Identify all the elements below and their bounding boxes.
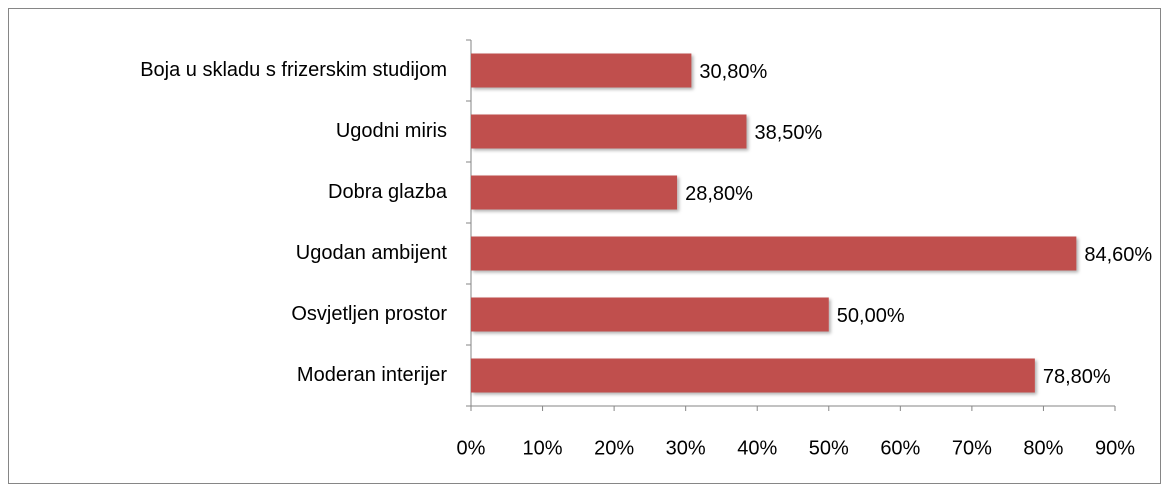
data-label: 28,80% <box>685 183 753 205</box>
bar <box>471 358 1035 393</box>
bar <box>471 53 692 88</box>
x-tick-label: 30% <box>666 437 706 459</box>
y-tick-label: Moderan interijer <box>297 364 447 386</box>
y-tick-label: Dobra glazba <box>328 181 448 203</box>
y-tick-label: Boja u skladu s frizerskim studijom <box>140 59 447 81</box>
x-tick-label: 80% <box>1023 437 1063 459</box>
x-tick-label: 60% <box>880 437 920 459</box>
x-tick-label: 90% <box>1095 437 1135 459</box>
bar <box>471 175 678 210</box>
data-label: 30,80% <box>699 61 767 83</box>
data-label: 38,50% <box>754 122 822 144</box>
x-tick-label: 40% <box>737 437 777 459</box>
y-tick-label: Osvjetljen prostor <box>291 303 447 325</box>
data-label: 78,80% <box>1043 366 1111 388</box>
x-tick-label: 20% <box>594 437 634 459</box>
bar <box>471 236 1077 271</box>
x-tick-label: 10% <box>523 437 563 459</box>
x-tick-label: 50% <box>809 437 849 459</box>
y-tick-label: Ugodni miris <box>336 120 447 142</box>
bar <box>471 114 747 149</box>
y-tick-label: Ugodan ambijent <box>296 242 448 264</box>
data-label: 84,60% <box>1084 244 1152 266</box>
data-label: 50,00% <box>837 305 905 327</box>
x-tick-label: 70% <box>952 437 992 459</box>
x-tick-label: 0% <box>457 437 486 459</box>
bar <box>471 297 829 332</box>
